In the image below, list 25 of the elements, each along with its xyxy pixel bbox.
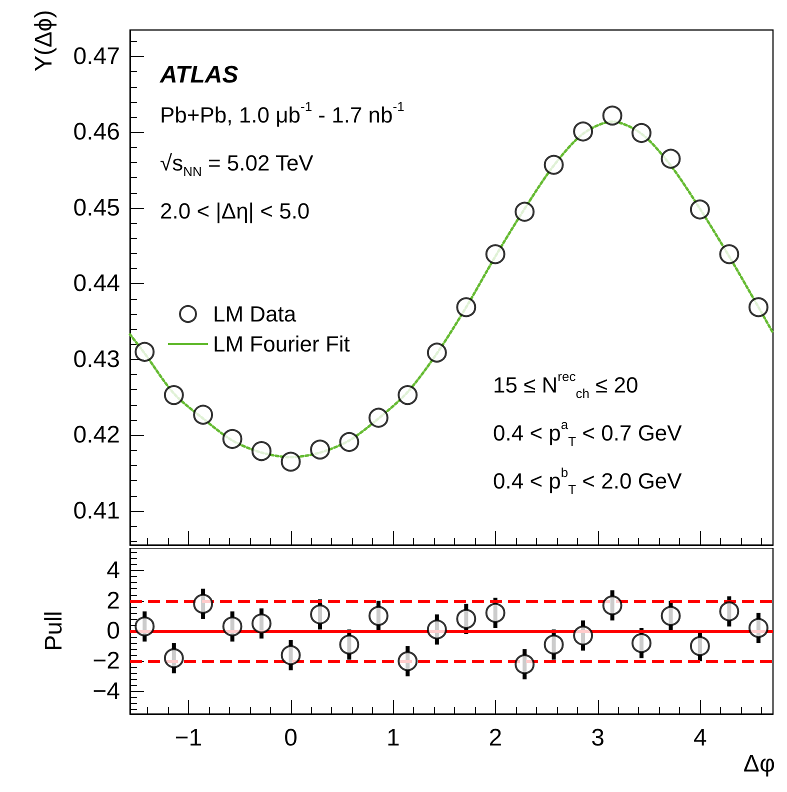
y-tick-label: 0.43 xyxy=(73,346,120,373)
legend-label: LM Fourier Fit xyxy=(213,332,350,356)
x-tick-label: 2 xyxy=(488,724,502,752)
legend-label: LM Data xyxy=(213,302,297,326)
annotation: 2.0 < |Δη| < 5.0 xyxy=(160,198,310,224)
y-tick-label: 0.41 xyxy=(73,497,120,524)
y-tick-label: −4 xyxy=(92,678,120,705)
y-tick-label: 0.46 xyxy=(73,118,120,146)
y-tick-label: 0.44 xyxy=(73,270,120,298)
y-axis-title: Pull xyxy=(40,610,68,652)
x-tick-label: 0 xyxy=(284,724,298,752)
x-tick-label: 3 xyxy=(591,724,604,752)
y-axis-title: Y(Δϕ) xyxy=(30,10,58,72)
y-tick-label: 0.45 xyxy=(73,194,120,222)
x-tick-label: −1 xyxy=(174,724,202,752)
y-tick-label: 0.42 xyxy=(73,422,120,449)
x-tick-label: 4 xyxy=(693,724,707,752)
x-tick-label: 1 xyxy=(386,724,400,752)
y-tick-label: 2 xyxy=(106,587,120,614)
x-axis-title: Δφ xyxy=(743,750,775,778)
y-tick-label: 0.47 xyxy=(73,43,120,70)
y-tick-label: −2 xyxy=(92,648,120,675)
y-tick-label: 0 xyxy=(106,618,120,644)
annotation: ATLAS xyxy=(159,62,238,88)
y-tick-label: 4 xyxy=(106,557,120,584)
